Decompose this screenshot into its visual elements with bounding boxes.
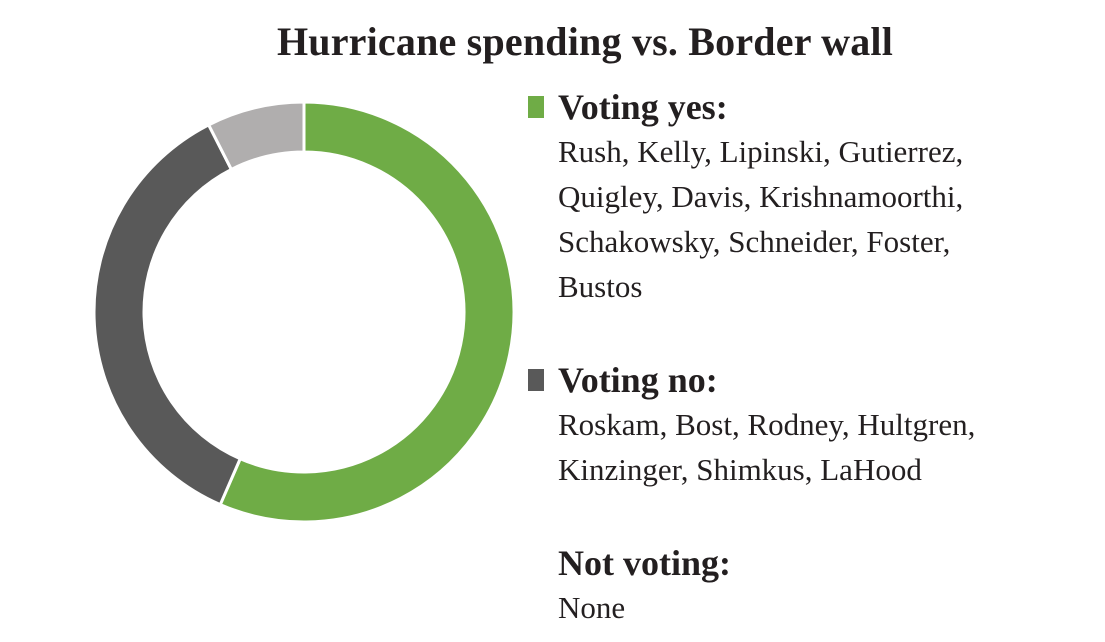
legend-names-line: Schakowsky, Schneider, Foster,: [558, 224, 951, 259]
legend-label-not-voting: Not voting:: [558, 543, 731, 583]
legend-swatch-no: [528, 369, 544, 391]
legend-not-voting: Not voting: None: [528, 543, 731, 630]
donut-chart: [92, 100, 516, 524]
donut-slice-1: [92, 122, 243, 507]
legend-label-no: Voting no:: [558, 360, 718, 400]
legend-names-line: Roskam, Bost, Rodney, Hultgren,: [558, 407, 976, 442]
legend-label-yes: Voting yes:: [558, 87, 728, 127]
donut-slice-0: [218, 100, 516, 524]
legend-swatch-yes: [528, 96, 544, 118]
legend-names-line: Quigley, Davis, Krishnamoorthi,: [558, 179, 964, 214]
legend-names-line: Kinzinger, Shimkus, LaHood: [558, 452, 922, 487]
legend-voting-yes: Voting yes: Rush, Kelly, Lipinski, Gutie…: [528, 87, 963, 309]
legend-names-line: Bustos: [558, 269, 643, 304]
legend-voting-no: Voting no: Roskam, Bost, Rodney, Hultgre…: [528, 360, 975, 492]
legend-names-line: None: [558, 590, 626, 625]
chart-title: Hurricane spending vs. Border wall: [276, 19, 894, 64]
donut-slice-2: [206, 100, 306, 172]
legend-names-line: Rush, Kelly, Lipinski, Gutierrez,: [558, 134, 964, 169]
